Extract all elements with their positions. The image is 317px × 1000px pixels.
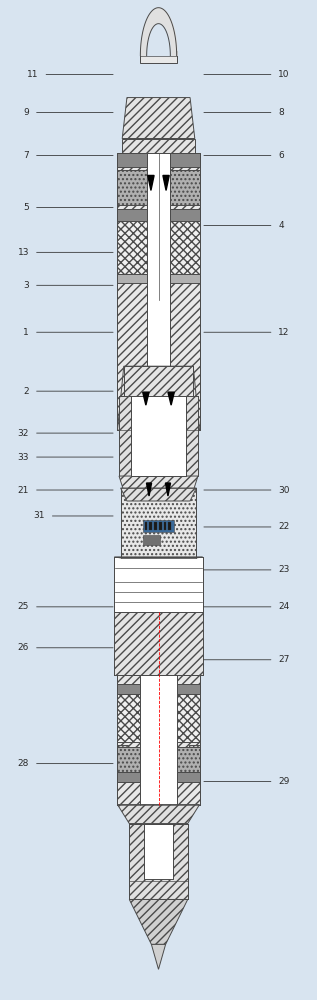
Bar [118,684,140,694]
Text: 33: 33 [18,453,29,462]
Bar [170,221,199,274]
Bar [177,684,199,694]
Bar [149,522,152,530]
Text: 10: 10 [278,70,290,79]
Bar [118,274,147,283]
Text: 28: 28 [18,759,29,768]
Polygon shape [146,483,152,496]
Bar [114,557,203,612]
Text: 6: 6 [278,151,284,160]
Bar [129,824,188,899]
Text: 22: 22 [278,522,290,531]
Bar [140,51,177,63]
Bar [118,772,140,782]
Bar [118,221,147,274]
Text: 21: 21 [18,486,29,495]
Bar [145,522,147,530]
Bar [170,153,199,167]
Polygon shape [118,805,199,824]
Bar [118,170,147,205]
Text: 5: 5 [23,203,29,212]
Bar [143,520,174,532]
Bar [122,139,195,153]
Bar [118,685,127,717]
Polygon shape [129,899,188,944]
Bar [159,522,162,530]
Bar [177,675,199,805]
Text: 26: 26 [18,643,29,652]
Text: 30: 30 [278,486,290,495]
Bar [118,209,147,221]
Text: 9: 9 [23,108,29,117]
Text: 2: 2 [23,387,29,396]
Bar [164,522,166,530]
Bar [119,396,131,476]
Polygon shape [119,476,198,501]
Text: 23: 23 [278,565,290,574]
Bar [124,366,193,396]
Bar [170,153,199,430]
Text: 7: 7 [23,151,29,160]
Bar [118,153,147,430]
Text: 12: 12 [278,328,290,337]
Bar [118,694,140,742]
Text: 13: 13 [18,248,29,257]
Text: 24: 24 [278,602,290,611]
Bar [186,396,198,476]
Bar [118,747,140,772]
Bar [168,522,171,530]
Text: 8: 8 [278,108,284,117]
Text: 11: 11 [27,70,39,79]
Bar [190,745,199,757]
Bar [114,612,203,675]
Bar [170,274,199,283]
Polygon shape [168,392,174,405]
Bar [170,209,199,221]
Bar [143,535,160,545]
Bar [177,694,199,742]
Bar [177,747,199,772]
Bar [131,396,186,476]
Bar [170,170,199,205]
Bar [177,772,199,782]
Bar [140,675,177,805]
Polygon shape [148,175,154,190]
Text: 1: 1 [23,328,29,337]
Polygon shape [143,392,149,405]
Bar [144,824,173,879]
Bar [118,675,140,805]
Polygon shape [165,483,171,496]
Bar [147,124,170,430]
Polygon shape [121,488,196,501]
Polygon shape [122,98,195,139]
Bar [118,745,127,757]
Polygon shape [163,175,169,190]
Text: 27: 27 [278,655,290,664]
Polygon shape [152,944,165,969]
Text: 25: 25 [18,602,29,611]
Polygon shape [118,366,199,430]
Text: 3: 3 [23,281,29,290]
Bar [121,488,196,558]
Bar [190,685,199,717]
Text: 4: 4 [278,221,284,230]
Bar [118,153,147,167]
Text: 29: 29 [278,777,290,786]
Text: 32: 32 [18,429,29,438]
Text: 31: 31 [33,511,45,520]
Bar [154,522,157,530]
